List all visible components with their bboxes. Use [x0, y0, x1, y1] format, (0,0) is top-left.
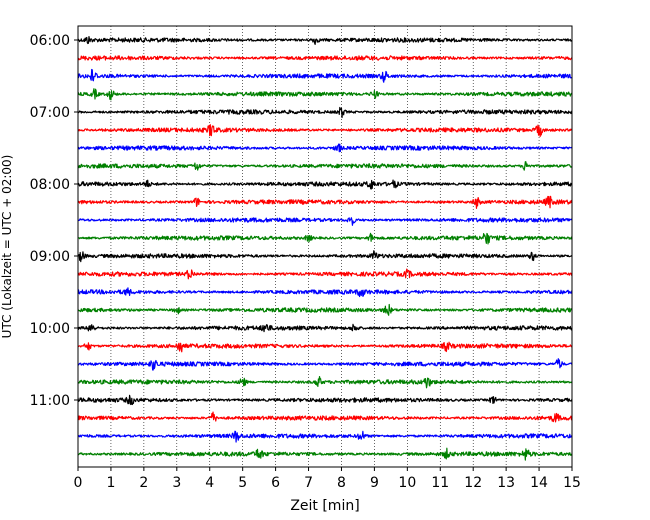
x-tick-label: 4 — [205, 475, 214, 491]
x-tick-label: 2 — [139, 475, 148, 491]
x-axis-ticks: 0 1 2 3 4 5 6 7 8 9 10 11 12 13 14 15 — [74, 467, 581, 491]
trace-0715 — [77, 124, 573, 138]
trace-0600 — [77, 36, 573, 45]
x-tick-label: 1 — [106, 475, 115, 491]
trace-0815 — [77, 195, 573, 209]
trace-1015 — [77, 341, 573, 353]
trace-1000 — [77, 323, 573, 333]
trace-1145 — [77, 447, 573, 461]
trace-0700 — [77, 106, 573, 119]
trace-0615 — [77, 55, 573, 61]
x-tick-label: 14 — [530, 475, 548, 491]
x-tick-label: 11 — [431, 475, 449, 491]
trace-1045 — [77, 375, 573, 389]
y-axis-ticks: 06:00 07:00 08:00 09:00 10:00 11:00 — [30, 33, 78, 409]
y-tick-label: 07:00 — [30, 105, 70, 121]
trace-0800 — [77, 179, 573, 190]
trace-1130 — [77, 430, 573, 443]
trace-group — [77, 36, 573, 461]
x-tick-label: 3 — [172, 475, 181, 491]
x-tick-label: 10 — [398, 475, 416, 491]
trace-1030 — [77, 358, 573, 371]
y-tick-label: 11:00 — [30, 393, 70, 409]
trace-0645 — [77, 88, 573, 101]
x-tick-label: 13 — [497, 475, 515, 491]
trace-0830 — [77, 217, 573, 226]
x-tick-label: 9 — [370, 475, 379, 491]
y-tick-label: 08:00 — [30, 177, 70, 193]
y-tick-label: 09:00 — [30, 249, 70, 265]
y-axis-label: UTC (Lokalzeit = UTC + 02:00) — [0, 155, 14, 339]
x-tick-label: 12 — [464, 475, 482, 491]
y-tick-label: 06:00 — [30, 33, 70, 49]
x-tick-label: 7 — [304, 475, 313, 491]
trace-0900 — [77, 250, 573, 263]
x-tick-label: 8 — [337, 475, 346, 491]
trace-0915 — [77, 268, 573, 280]
x-axis-label: Zeit [min] — [290, 498, 359, 514]
trace-0730 — [77, 143, 573, 153]
trace-0945 — [77, 303, 573, 316]
trace-0745 — [77, 161, 573, 171]
trace-1100 — [77, 394, 573, 406]
x-tick-label: 15 — [563, 475, 581, 491]
y-tick-label: 10:00 — [30, 321, 70, 337]
x-tick-label: 0 — [74, 475, 83, 491]
x-tick-label: 6 — [271, 475, 280, 491]
trace-0845 — [77, 232, 573, 245]
plot-frame — [77, 25, 573, 468]
x-tick-label: 5 — [238, 475, 247, 491]
trace-0630 — [77, 68, 573, 83]
trace-1115 — [77, 411, 573, 423]
trace-0930 — [77, 287, 573, 298]
